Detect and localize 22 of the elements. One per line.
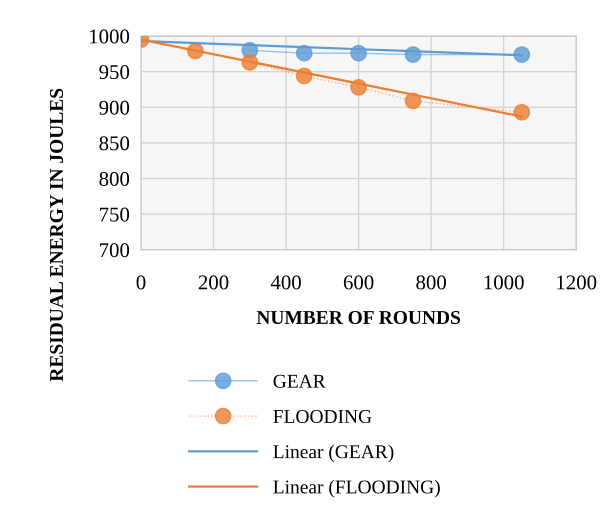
x-tick-label: 600 <box>344 275 374 290</box>
legend-label: GEAR <box>274 374 326 388</box>
y-tick-label: 800 <box>99 172 130 186</box>
x-tick-label: 800 <box>416 275 446 290</box>
legend-label: Linear (GEAR) <box>273 444 394 462</box>
y-tick-label: 700 <box>100 243 130 258</box>
y-tick-label: 900 <box>99 100 130 115</box>
y-axis-title: RESIDUAL ENERGY IN JOULES <box>50 88 64 382</box>
point <box>513 46 530 63</box>
legend-label: FLOODING <box>273 410 372 424</box>
legend-label: Linear (FLOODING) <box>273 480 440 498</box>
x-tick-label: 1200 <box>557 275 596 290</box>
x-tick-label: 400 <box>270 275 301 290</box>
x-axis-title: NUMBER OF ROUNDS <box>256 310 460 324</box>
x-tick-label: 0 <box>136 275 146 290</box>
y-tick-label: 1000 <box>90 29 130 44</box>
y-tick-label: 850 <box>99 136 130 150</box>
x-tick-label: 200 <box>198 275 228 290</box>
y-tick-label: 950 <box>99 65 130 80</box>
x-tick-label: 1000 <box>484 275 524 290</box>
point <box>513 104 530 121</box>
y-tick-label: 750 <box>100 208 130 222</box>
